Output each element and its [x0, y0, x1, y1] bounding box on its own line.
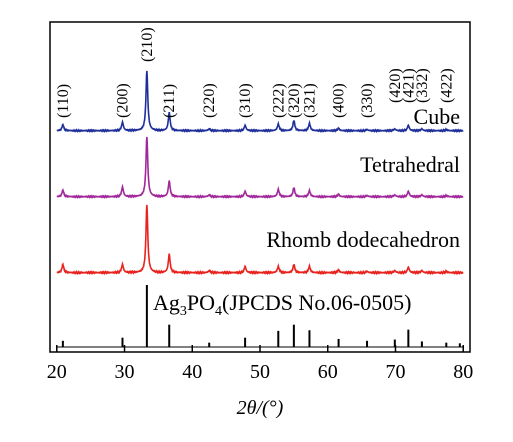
series-label-reference: Ag3PO4(JPCDS No.06-0505)	[153, 290, 411, 319]
x-tick-label: 80	[453, 361, 473, 383]
hkl-label: (321)	[301, 83, 318, 118]
hkl-label: (220)	[201, 83, 218, 118]
series-label-tetrahedral: Tetrahedral	[360, 152, 460, 177]
hkl-label: (211)	[161, 84, 178, 118]
hkl-label: (110)	[55, 84, 72, 118]
hkl-label: (320)	[286, 83, 303, 118]
series-line-cube	[56, 70, 464, 134]
x-tick-label: 70	[385, 361, 405, 383]
x-axis-label: 2θ/(°)	[237, 397, 284, 419]
x-tick-label: 40	[182, 361, 202, 383]
hkl-label: (332)	[414, 68, 431, 103]
hkl-label: (400)	[331, 83, 348, 118]
hkl-label: (222)	[270, 83, 287, 118]
hkl-label: (310)	[237, 83, 254, 118]
series-line-rhomb-dodecahedron	[56, 204, 464, 276]
hkl-label: (210)	[139, 27, 156, 62]
hkl-label: (330)	[359, 83, 376, 118]
x-tick-label: 20	[47, 361, 67, 383]
hkl-label: (420)	[387, 68, 404, 103]
x-axis-ticks: 20 30 40 50 60 70 80	[47, 345, 473, 383]
series-label-rhomb-dodecahedron: Rhomb dodecahedron	[266, 227, 460, 252]
series-label-cube: Cube	[414, 104, 460, 129]
hkl-labels: (110) (200) (210) (211) (220) (310) (222)(320)…	[55, 27, 455, 118]
hkl-label: (421)	[400, 68, 417, 103]
x-tick-label: 50	[250, 361, 270, 383]
series-layer	[56, 70, 464, 348]
hkl-label: (200)	[114, 83, 131, 118]
x-tick-label: 30	[115, 361, 135, 383]
hkl-label: (422)	[438, 68, 455, 103]
x-tick-label: 60	[318, 361, 338, 383]
series-line-tetrahedral	[56, 136, 464, 200]
